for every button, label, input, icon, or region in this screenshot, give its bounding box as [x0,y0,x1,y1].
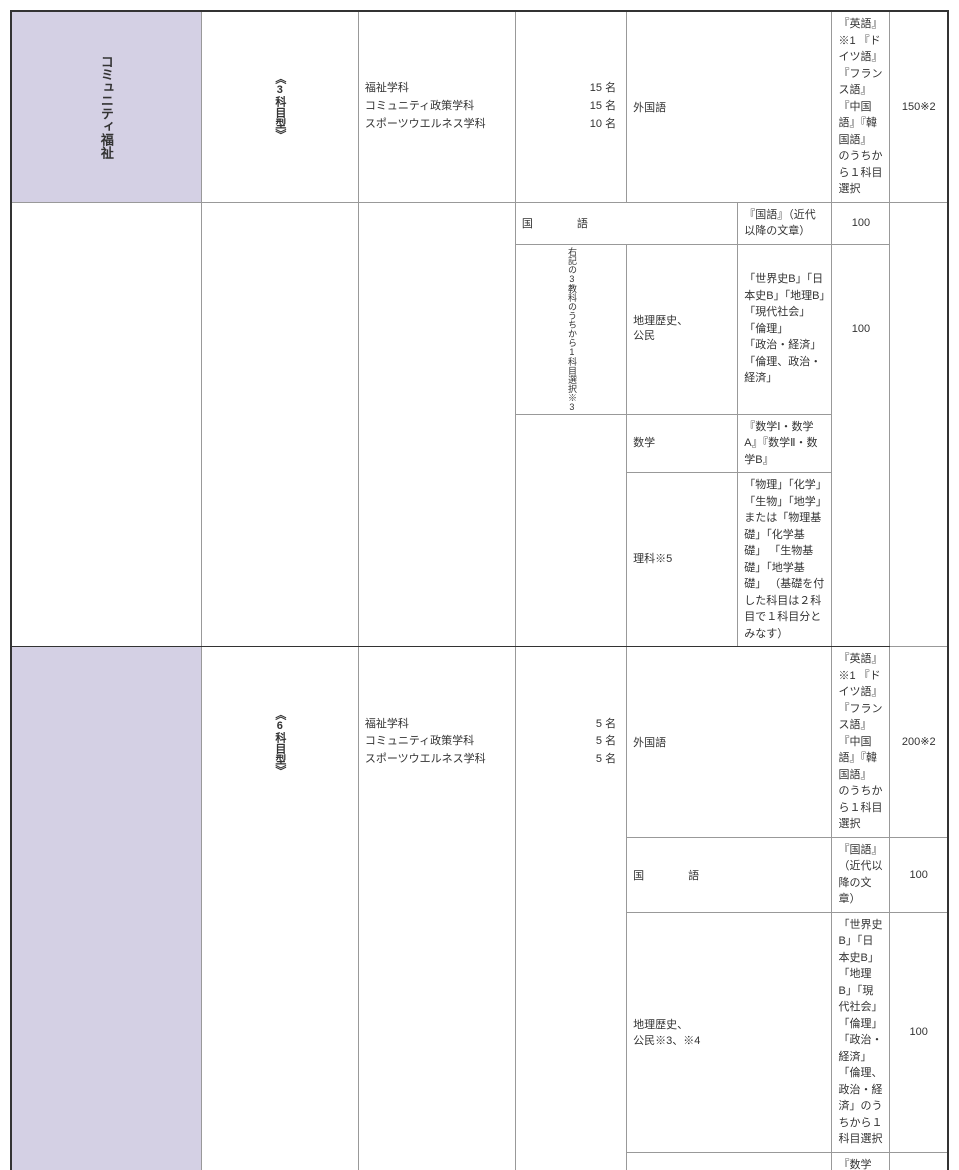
desc-chireki6: 「世界史B」「日本史B」「地理B」「現代社会」「倫理」 「政治・経済」「倫理、政… [832,912,890,1152]
kokugo6-text: 国 語 [633,870,716,882]
subj-chireki3: 地理歴史、 公民 [627,244,738,414]
subj-math6: 数 学 [627,1152,738,1170]
subj-foreign3b [738,11,832,202]
type6-header: 《6科目型》 [201,647,358,838]
score-foreign6: 200※2 [890,647,948,838]
cap6-cell: 5 名5 名5 名 [515,647,626,838]
faculty-header: コミュニティ福祉 [11,11,201,202]
subj-math3: 数学 [627,414,738,473]
choose3-label: 右記の3教科のうちから1科目選択※3 [515,244,626,414]
desc-kokugo3: 『国語』（近代以降の文章） [738,202,832,244]
subj-rika3: 理科※5 [627,473,738,647]
type3-cont [11,202,201,244]
type3-header: 《3科目型》 [201,11,358,202]
subj-foreign6: 外国語 [627,647,738,838]
subj-foreign3: 外国語 [627,11,738,202]
kokugo3-text: 国 語 [522,218,605,230]
cap3-cell: 15 名15 名10 名 [515,11,626,202]
dept3-cell: 福祉学科コミュニティ政策学科スポーツウエルネス学科 [358,11,515,202]
desc-rika3: 「物理」「化学」「生物」「地学」または「物理基礎」「化学基礎」 「生物基礎」「地… [738,473,832,647]
desc-chireki3: 「世界史B」「日本史B」「地理B」「現代社会」「倫理」 「政治・経済」「倫理、政… [738,244,832,414]
score-kokugo6: 100 [890,837,948,912]
score-kokugo3: 100 [832,202,890,244]
subj-chireki6: 地理歴史、 公民※3、※4 [627,912,738,1152]
curriculum-table: コミュニティ福祉 《3科目型》 福祉学科コミュニティ政策学科スポーツウエルネス学… [10,10,949,1170]
score-foreign3: 150※2 [890,11,948,202]
score-choose3: 100 [832,244,890,414]
desc-math3: 『数学Ⅰ・数学A』『数学Ⅱ・数学B』 [738,414,832,473]
desc-foreign3: 『英語』※1 『ドイツ語』『フランス語』『中国語』『韓国語』 のうちから１科目選… [832,11,890,202]
desc-foreign6: 『英語』※1 『ドイツ語』『フランス語』『中国語』『韓国語』 のうちから１科目選… [832,647,890,838]
score-math6: 100 [890,1152,948,1170]
desc-kokugo6: 『国語』（近代以降の文章） [832,837,890,912]
subj-kokugo3: 国 語 [515,202,626,244]
dept6-cell: 福祉学科コミュニティ政策学科スポーツウエルネス学科 [358,647,515,838]
subj-kokugo6: 国 語 [627,837,738,912]
desc-math6: 『数学Ⅰ・数学A』 [832,1152,890,1170]
score-chireki6: 100 [890,912,948,1152]
